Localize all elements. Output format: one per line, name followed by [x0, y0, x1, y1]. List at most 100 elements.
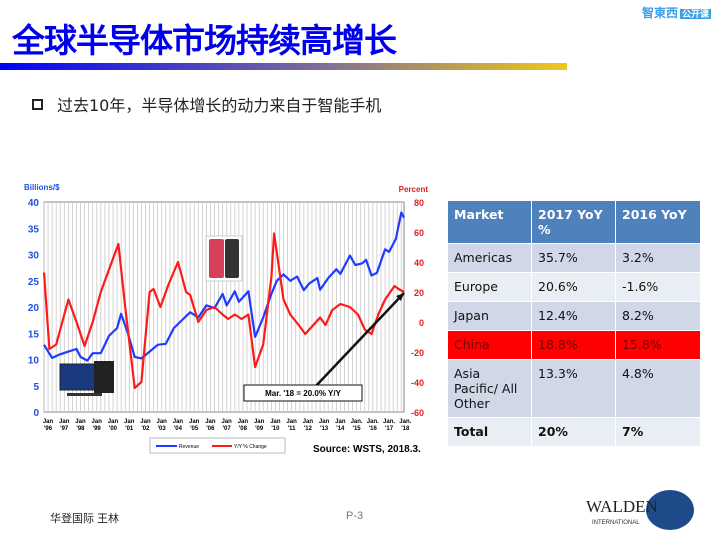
x-tick-label: '11	[288, 426, 296, 432]
x-tick-label: '18	[401, 426, 410, 432]
x-tick-label: Jan.	[399, 419, 411, 425]
table-cell: Americas	[447, 243, 532, 273]
left-tick-label: 15	[28, 329, 40, 340]
x-tick-label: Jan	[303, 419, 314, 425]
bullet-point: 过去10年，半导体增长的动力来自于智能手机	[32, 92, 381, 116]
svg-text:WALDEN: WALDEN	[586, 497, 658, 516]
x-tick-label: Jan	[173, 419, 184, 425]
x-tick-label: Jan	[140, 419, 151, 425]
x-tick-label: '06	[206, 426, 215, 432]
x-tick-label: '96	[44, 426, 53, 432]
x-tick-label: '10	[271, 426, 280, 432]
annotation-arrow	[313, 292, 405, 389]
desktop-computer-image	[59, 361, 114, 396]
left-axis-label: Billions/$	[24, 183, 60, 192]
x-tick-label: Jan	[108, 419, 119, 425]
x-tick-label: '14	[336, 426, 345, 432]
annotation-box	[243, 384, 363, 402]
table-cell: 12.4%	[531, 301, 616, 331]
legend-yoy: Y/Y % Change	[234, 444, 267, 450]
footer-author: 华登国际 王林	[50, 513, 120, 525]
x-tick-label: '13	[320, 426, 329, 432]
bullet-text: 过去10年，半导体增长的动力来自于智能手机	[57, 96, 382, 115]
table-cell: 35.7%	[531, 243, 616, 273]
logo-text: 智東西	[642, 6, 679, 20]
right-tick-label: 80	[414, 198, 424, 208]
table-cell: 3.2%	[615, 243, 701, 273]
x-tick-label: '09	[255, 426, 264, 432]
x-tick-label: '04	[174, 426, 183, 432]
square-bullet-icon	[32, 98, 43, 110]
right-tick-label: 40	[414, 258, 424, 268]
header-2016: 2016 YoY	[615, 200, 701, 244]
x-tick-label: Jan	[157, 419, 168, 425]
title-underline	[0, 63, 567, 70]
yoy-change-line	[42, 232, 405, 390]
table-row: Europe 20.6% -1.6%	[447, 272, 701, 302]
x-tick-label: Jan	[205, 419, 216, 425]
table-cell: 20.6%	[531, 272, 616, 302]
table-cell: 4.8%	[615, 359, 701, 418]
page-number: P-3	[346, 510, 364, 522]
header-market: Market	[447, 200, 532, 244]
x-tick-label: '99	[93, 426, 102, 432]
table-row: Total 20% 7%	[447, 417, 701, 447]
table-cell: -1.6%	[615, 272, 701, 302]
x-tick-label: Jan	[238, 419, 249, 425]
x-tick-label: '97	[60, 426, 69, 432]
x-tick-label: Jan	[335, 419, 346, 425]
x-tick-label: '03	[158, 426, 167, 432]
x-tick-label: '98	[76, 426, 85, 432]
x-tick-label: '02	[141, 426, 150, 432]
table-cell: 20%	[531, 417, 616, 447]
table-cell: Asia Pacific/ All Other	[447, 359, 532, 418]
table-cell: 7%	[615, 417, 701, 447]
table-row: China 18.8% 15.8%	[447, 330, 701, 360]
x-tick-label: '01	[125, 426, 134, 432]
table-cell: Total	[447, 417, 532, 447]
x-tick-label: '17	[385, 426, 394, 432]
x-tick-label: Jan	[75, 419, 86, 425]
x-tick-label: Jan	[189, 419, 200, 425]
x-tick-label: Jan	[270, 419, 281, 425]
legend-revenue: Revenue	[179, 444, 199, 450]
x-tick-label: Jan	[59, 419, 70, 425]
right-tick-label: 20	[414, 288, 424, 298]
left-tick-label: 35	[28, 224, 40, 235]
right-tick-label: 60	[414, 228, 424, 238]
semiconductor-revenue-chart: Billions/$ Percent 0 5 10 15 20 25 30 35 40 -60 -4…	[24, 183, 428, 455]
x-tick-label: Jan.	[367, 419, 379, 425]
logo-badge: 公开课	[680, 9, 712, 19]
table-row: Asia Pacific/ All Other 13.3% 4.8%	[447, 359, 701, 418]
x-tick-label: Jan	[92, 419, 103, 425]
zhidongxi-logo: 智東西 公开课	[642, 4, 712, 21]
x-tick-label: Jan	[124, 419, 135, 425]
table-row: Americas 35.7% 3.2%	[447, 243, 701, 273]
x-tick-label: '08	[239, 426, 248, 432]
right-tick-label: -60	[411, 408, 424, 418]
right-tick-label: 0	[419, 318, 424, 328]
header-2017: 2017 YoY %	[531, 200, 616, 244]
x-tick-label: Jan.	[351, 419, 363, 425]
left-tick-label: 20	[28, 303, 40, 314]
annotation-text: Mar. '18 = 20.0% Y/Y	[265, 389, 341, 398]
table-cell: 13.3%	[531, 359, 616, 418]
table-cell: 8.2%	[615, 301, 701, 331]
x-tick-label: Jan	[319, 419, 330, 425]
left-tick-label: 25	[28, 277, 40, 288]
table-header: Market 2017 YoY % 2016 YoY	[447, 200, 701, 244]
left-tick-label: 40	[28, 198, 40, 209]
table-cell: China	[447, 330, 532, 360]
walden-logo: WALDEN INTERNATIONAL	[586, 490, 694, 530]
x-tick-label: '15	[353, 426, 362, 432]
chart-source: Source: WSTS, 2018.3.	[313, 444, 421, 455]
smartphone-image	[205, 235, 243, 282]
left-tick-label: 5	[33, 382, 39, 393]
left-tick-label: 10	[28, 356, 40, 367]
table-cell: Japan	[447, 301, 532, 331]
x-tick-label: '16	[369, 426, 378, 432]
table-cell: Europe	[447, 272, 532, 302]
x-tick-label: '12	[304, 426, 313, 432]
x-tick-label: Jan	[254, 419, 265, 425]
x-tick-label: Jan	[221, 419, 232, 425]
